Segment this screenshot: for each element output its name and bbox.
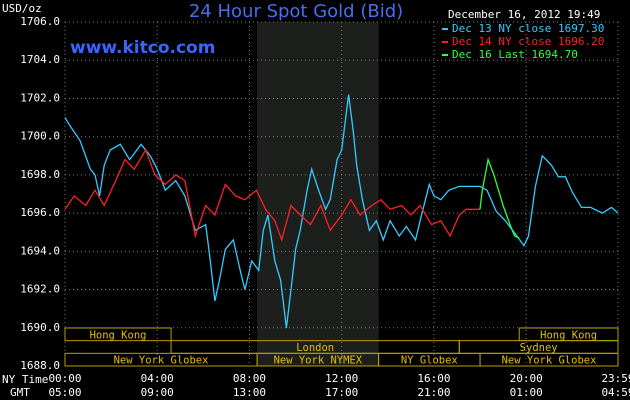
y-tick-label: 1692.0 [20, 283, 60, 296]
session-label: London [296, 342, 334, 354]
x2-tick-label: 04:59 [601, 386, 630, 399]
x2-tick-label: 05:00 [48, 386, 81, 399]
session-label: NY Globex [401, 355, 458, 367]
session-label: New York Globex [114, 355, 209, 367]
series-line [64, 148, 480, 243]
x-tick-label: 00:00 [48, 372, 81, 385]
session-label: Hong Kong [90, 329, 147, 341]
session-label: Sydney [520, 342, 558, 354]
y-tick-label: 1706.0 [20, 15, 60, 28]
y-tick-label: 1704.0 [20, 53, 60, 66]
y-tick-label: 1700.0 [20, 130, 60, 143]
x-tick-label: 12:00 [325, 372, 358, 385]
x-tick-label: 16:00 [417, 372, 450, 385]
y-tick-label: 1698.0 [20, 168, 60, 181]
x-tick-label: 23:59 [601, 372, 630, 385]
session-label: New York Globex [502, 355, 597, 367]
highlight-band [257, 22, 379, 366]
legend-label: Dec 16 Last 1694.70 [452, 48, 578, 61]
x-axis-label: NY Time [2, 373, 48, 386]
x2-tick-label: 01:00 [510, 386, 543, 399]
y-tick-label: 1702.0 [20, 91, 60, 104]
x2-tick-label: 21:00 [417, 386, 450, 399]
x2-tick-label: 09:00 [141, 386, 174, 399]
session-label: Hong Kong [540, 329, 597, 341]
y-tick-label: 1696.0 [20, 206, 60, 219]
x-tick-label: 04:00 [141, 372, 174, 385]
legend-label: Dec 13 NY close 1697.30 [452, 22, 604, 35]
session-label: New York NYMEX [274, 355, 363, 367]
timestamp: December 16, 2012 19:49 [448, 8, 600, 21]
x2-tick-label: 17:00 [325, 386, 358, 399]
session-box [64, 327, 172, 342]
y-axis-label: USD/oz [2, 2, 42, 15]
legend-label: Dec 14 NY close 1696.20 [452, 35, 604, 48]
x2-axis-label: GMT [10, 386, 30, 399]
series-line [479, 157, 520, 239]
x2-tick-label: 13:00 [233, 386, 266, 399]
y-tick-label: 1694.0 [20, 244, 60, 257]
y-tick-label: 1688.0 [20, 359, 60, 372]
x-tick-label: 08:00 [233, 372, 266, 385]
x-tick-label: 20:00 [510, 372, 543, 385]
session-box [479, 352, 619, 367]
chart-title: 24 Hour Spot Gold (Bid) [189, 1, 403, 22]
watermark: www.kitco.com [70, 38, 215, 58]
y-tick-label: 1690.0 [20, 321, 60, 334]
series-line [64, 94, 619, 328]
